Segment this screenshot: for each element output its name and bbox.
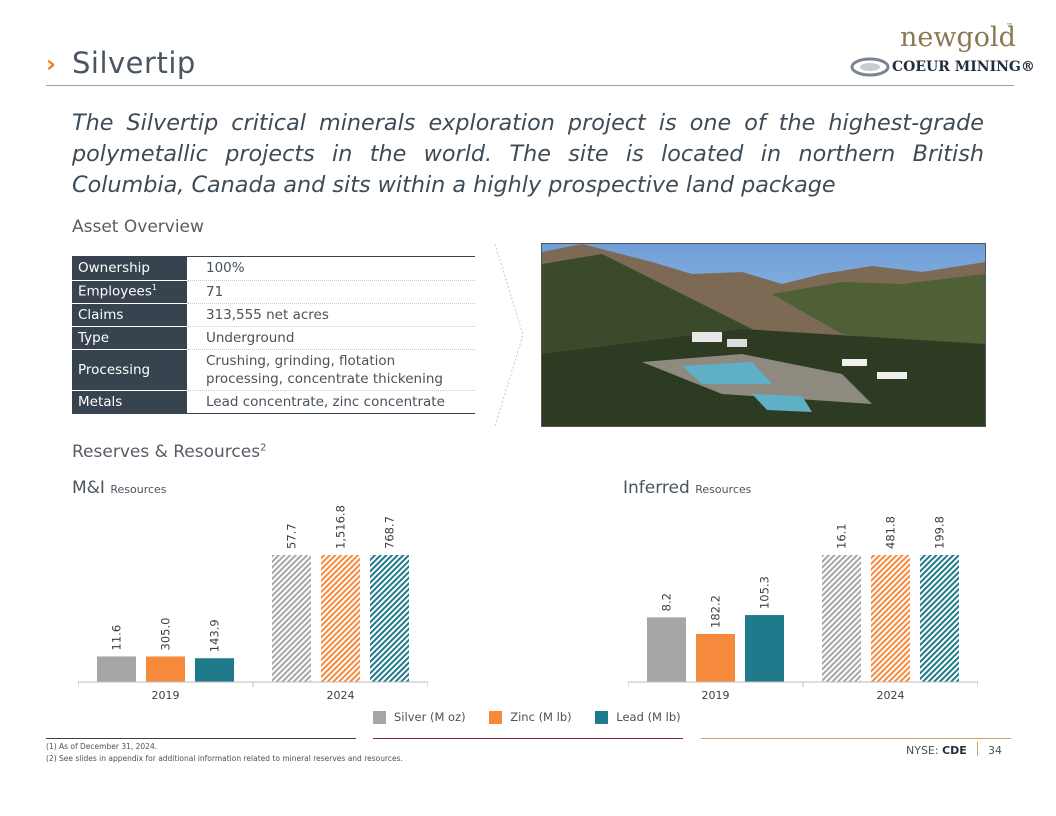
row-key-employees: Employees1 — [72, 280, 187, 304]
table-row: Ownership 100% — [72, 257, 475, 281]
bar-silver-2024 — [272, 555, 311, 682]
bar-silver-2019 — [97, 656, 136, 682]
bar-silver-2019 — [647, 617, 686, 682]
site-aerial-photo — [541, 243, 986, 427]
reserves-heading-label: Reserves & Resources — [72, 442, 261, 462]
mi-resources-chart: 11.6 305.0 143.9 2019 57.7 1,516.8 768.7 2024 — [78, 505, 428, 702]
asset-overview-table: Ownership 100% Employees1 71 Claims 313,… — [72, 257, 475, 414]
row-key-claims: Claims — [72, 303, 187, 327]
ticker-symbol: CDE — [942, 744, 967, 757]
bar-lead-2019 — [745, 615, 784, 682]
footnote-ref-1: 1 — [151, 283, 157, 293]
bar-zinc-2024 — [321, 555, 360, 682]
mi-title-label: M&I — [72, 478, 105, 498]
footer-separator — [977, 742, 978, 756]
footer-rule-1 — [46, 738, 356, 739]
legend-label-zinc: Zinc (M lb) — [510, 710, 572, 724]
stock-ticker: NYSE: CDE — [906, 744, 967, 757]
x-tick-label-2019: 2019 — [702, 689, 730, 702]
mi-title-suffix: Resources — [110, 483, 167, 496]
data-label-lead-2019: 143.9 — [208, 619, 222, 652]
row-value-type: Underground — [187, 326, 475, 350]
legend-item-silver: Silver (M oz) — [373, 710, 466, 724]
footer-rule-2 — [373, 738, 683, 739]
row-value-ownership: 100% — [187, 257, 475, 281]
table-row: Type Underground — [72, 326, 475, 350]
row-value-employees: 71 — [187, 280, 475, 304]
data-label-zinc-2024: 1,516.8 — [334, 505, 348, 549]
x-tick-label-2024: 2024 — [877, 689, 905, 702]
reserves-resources-heading: Reserves & Resources2 — [72, 442, 266, 462]
data-label-zinc-2019: 305.0 — [159, 618, 173, 651]
data-label-lead-2019: 105.3 — [758, 576, 772, 609]
legend-item-zinc: Zinc (M lb) — [489, 710, 572, 724]
bar-lead-2019 — [195, 658, 234, 682]
row-key-processing: Processing — [72, 349, 187, 391]
page-title: Silvertip — [72, 46, 196, 80]
table-top-rule — [72, 256, 475, 257]
row-value-processing: Crushing, grinding, flotation processing… — [187, 349, 475, 391]
newgold-logo-tm: ™ — [1006, 22, 1013, 30]
legend-swatch-lead — [595, 710, 609, 724]
inferred-chart-title: Inferred Resources — [623, 478, 751, 498]
intro-statement: The Silvertip critical minerals explorat… — [72, 110, 984, 198]
chart-legend: Silver (M oz) Zinc (M lb) Lead (M lb) — [373, 710, 701, 727]
chevron-right-icon: › — [46, 50, 56, 78]
row-key-ownership: Ownership — [72, 257, 187, 281]
bar-zinc-2024 — [871, 555, 910, 682]
data-label-silver-2024: 57.7 — [285, 523, 299, 549]
footer-rule-3 — [701, 738, 1011, 739]
x-tick-label-2019: 2019 — [152, 689, 180, 702]
newgold-logo: newgold — [900, 22, 1016, 53]
bar-lead-2024 — [920, 555, 959, 682]
row-value-metals: Lead concentrate, zinc concentrate — [187, 390, 475, 414]
data-label-silver-2019: 11.6 — [110, 625, 124, 651]
inferred-resources-chart: 8.2 182.2 105.3 2019 16.1 481.8 199.8 2024 — [628, 516, 978, 702]
page-number: 34 — [988, 744, 1002, 757]
data-label-silver-2019: 8.2 — [660, 593, 674, 611]
connector-chevron-icon — [494, 243, 524, 427]
row-value-claims: 313,555 net acres — [187, 303, 475, 327]
ticker-prefix: NYSE: — [906, 744, 939, 757]
row-key-type: Type — [72, 326, 187, 350]
legend-item-lead: Lead (M lb) — [595, 710, 681, 724]
data-label-lead-2024: 199.8 — [933, 516, 947, 549]
row-key-employees-label: Employees — [78, 283, 152, 300]
title-divider — [46, 85, 1014, 86]
bar-zinc-2019 — [696, 633, 735, 682]
inferred-title-label: Inferred — [623, 478, 690, 498]
footnote-ref-2: 2 — [260, 442, 267, 454]
data-label-silver-2024: 16.1 — [835, 523, 849, 549]
bar-lead-2024 — [370, 555, 409, 682]
footnote-1: (1) As of December 31, 2024. — [46, 742, 158, 751]
row-key-metals: Metals — [72, 390, 187, 414]
x-tick-label-2024: 2024 — [327, 689, 355, 702]
bar-silver-2024 — [822, 555, 861, 682]
coeur-mining-logo-text: COEUR MINING® — [892, 59, 1035, 75]
legend-label-lead: Lead (M lb) — [616, 710, 681, 724]
data-label-zinc-2019: 182.2 — [709, 595, 723, 628]
data-label-lead-2024: 768.7 — [383, 516, 397, 549]
asset-overview-heading: Asset Overview — [72, 217, 204, 237]
legend-swatch-silver — [373, 710, 386, 724]
footnote-2: (2) See slides in appendix for additiona… — [46, 754, 403, 763]
table-row: Processing Crushing, grinding, flotation… — [72, 349, 475, 391]
data-label-zinc-2024: 481.8 — [884, 516, 898, 549]
legend-label-silver: Silver (M oz) — [394, 710, 466, 724]
coeur-mining-logo-icon — [850, 57, 890, 77]
legend-swatch-zinc — [489, 710, 503, 724]
table-row: Claims 313,555 net acres — [72, 303, 475, 327]
mi-chart-title: M&I Resources — [72, 478, 167, 498]
inferred-title-suffix: Resources — [695, 483, 752, 496]
table-bottom-rule — [72, 413, 475, 414]
bar-zinc-2019 — [146, 656, 185, 682]
table-row: Metals Lead concentrate, zinc concentrat… — [72, 390, 475, 414]
table-row: Employees1 71 — [72, 280, 475, 304]
